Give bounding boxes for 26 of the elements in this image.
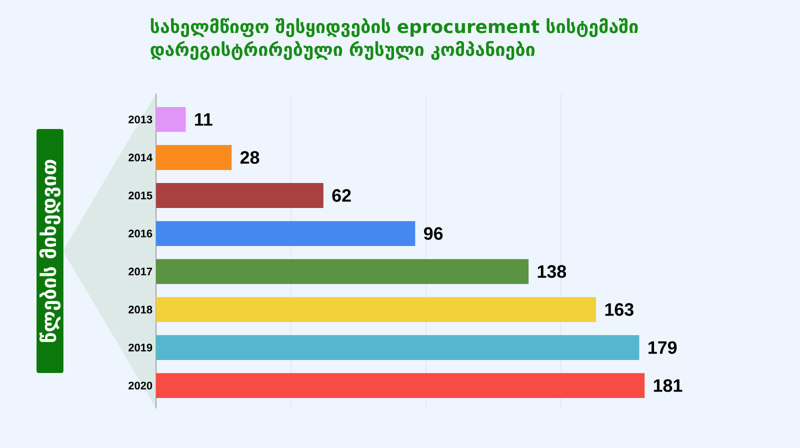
bar xyxy=(156,220,416,246)
bar xyxy=(156,182,324,208)
y-tick-label: 2018 xyxy=(128,306,152,314)
bar xyxy=(156,373,645,398)
data-label: 179 xyxy=(648,341,677,354)
data-label: 62 xyxy=(332,189,351,202)
bar xyxy=(156,335,640,360)
chart-title: სახელმწიფო შესყიდვების eprocurement სისტემაში დარეგისტრირებული რუსული კომპანიები xyxy=(150,18,638,60)
y-tick-label: 2020 xyxy=(128,382,152,390)
y-tick-label: 2013 xyxy=(128,115,152,124)
y-tick-label: 2015 xyxy=(128,192,152,200)
bar xyxy=(156,144,232,170)
data-label: 138 xyxy=(538,265,566,278)
y-tick-label: 2014 xyxy=(128,154,152,162)
bar xyxy=(156,296,596,322)
data-label: 181 xyxy=(654,379,682,392)
y-axis-title: წლების მიხედვით xyxy=(39,160,61,342)
bar xyxy=(156,106,186,132)
bar xyxy=(156,258,529,284)
y-tick-label: 2016 xyxy=(128,230,152,238)
data-label: 11 xyxy=(195,113,212,126)
y-tick-label: 2019 xyxy=(128,344,152,352)
y-tick-label: 2017 xyxy=(128,268,152,276)
data-label: 163 xyxy=(605,303,634,316)
data-label: 96 xyxy=(424,227,443,240)
data-label: 28 xyxy=(240,151,260,164)
